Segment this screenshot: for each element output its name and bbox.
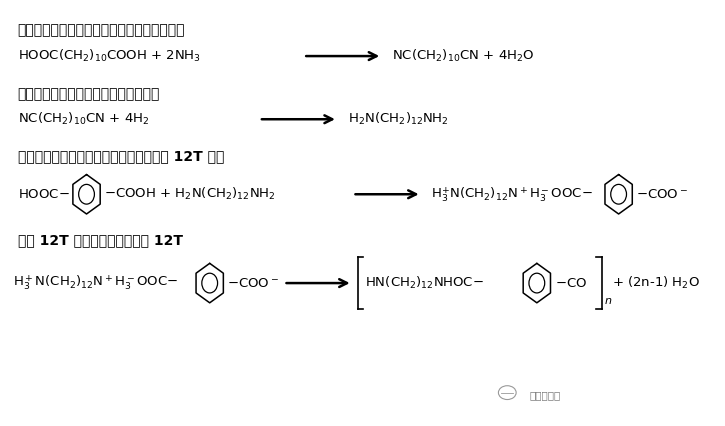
Text: H$_2$N(CH$_2$)$_{12}$NH$_2$: H$_2$N(CH$_2$)$_{12}$NH$_2$: [348, 111, 449, 127]
Text: 先用十二碳二元酸经氨化生成十二碳二元腈：: 先用十二碳二元酸经氨化生成十二碳二元腈：: [17, 23, 185, 37]
Text: $-$CO: $-$CO: [555, 276, 587, 290]
Text: $n$: $n$: [604, 296, 612, 306]
Text: $-$COO$^-$: $-$COO$^-$: [228, 276, 279, 290]
Text: HOOC$-$: HOOC$-$: [17, 188, 70, 201]
Text: NC(CH$_2$)$_{10}$CN + 4H$_2$O: NC(CH$_2$)$_{10}$CN + 4H$_2$O: [392, 48, 534, 64]
Text: HN(CH$_2$)$_{12}$NHOC$-$: HN(CH$_2$)$_{12}$NHOC$-$: [365, 275, 484, 291]
Text: NC(CH$_2$)$_{10}$CN + 4H$_2$: NC(CH$_2$)$_{10}$CN + 4H$_2$: [17, 111, 149, 127]
Text: $-$COOH + H$_2$N(CH$_2$)$_{12}$NH$_2$: $-$COOH + H$_2$N(CH$_2$)$_{12}$NH$_2$: [104, 186, 276, 202]
Text: 艾邦高分子: 艾邦高分子: [530, 391, 561, 400]
Text: H$_3^{+}$N(CH$_2$)$_{12}$N$^+$H$_3^-$OOC$-$: H$_3^{+}$N(CH$_2$)$_{12}$N$^+$H$_3^-$OOC…: [431, 185, 593, 204]
Text: H$_3^+$N(CH$_2$)$_{12}$N$^+$H$_3^-$OOC$-$: H$_3^+$N(CH$_2$)$_{12}$N$^+$H$_3^-$OOC$-…: [12, 273, 178, 293]
Text: 对苯二甲酸和十二碳二元胺中和生成尼龙 12T 盐：: 对苯二甲酸和十二碳二元胺中和生成尼龙 12T 盐：: [17, 149, 224, 163]
Text: $-$COO$^-$: $-$COO$^-$: [637, 188, 688, 201]
Text: 尼龙 12T 盐经聚合后生成尼龙 12T: 尼龙 12T 盐经聚合后生成尼龙 12T: [17, 233, 183, 247]
Text: + (2n-1) H$_2$O: + (2n-1) H$_2$O: [612, 275, 700, 291]
Text: HOOC(CH$_2$)$_{10}$COOH + 2NH$_3$: HOOC(CH$_2$)$_{10}$COOH + 2NH$_3$: [17, 48, 201, 64]
Text: 十二碳二元腈加氢生成十二碳二元胺：: 十二碳二元腈加氢生成十二碳二元胺：: [17, 88, 160, 102]
